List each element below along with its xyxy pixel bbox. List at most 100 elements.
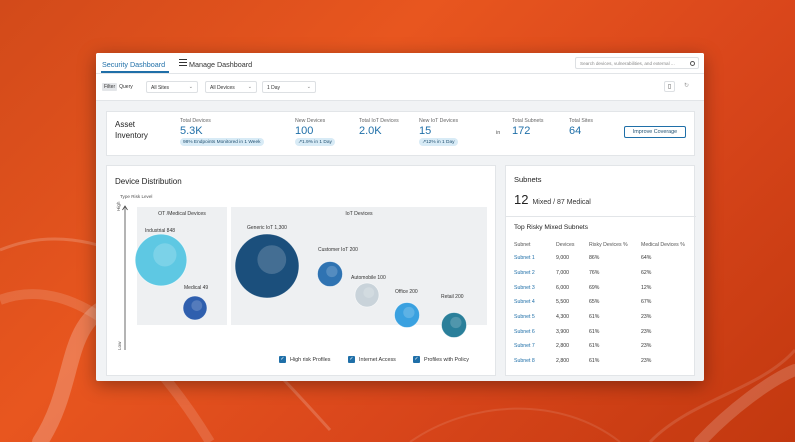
checkbox-checked-icon[interactable]: ✓ xyxy=(279,356,286,363)
table-cell: 62% xyxy=(641,270,652,277)
checkbox-checked-icon[interactable]: ✓ xyxy=(348,356,355,363)
subnets-title: Subnets xyxy=(514,175,542,184)
bubble-label: Office 200 xyxy=(395,289,418,295)
new-iot-trend-badge: ↗12% in 1 Day xyxy=(419,138,458,146)
table-cell: 65% xyxy=(589,299,600,306)
sites-dropdown-value: All Sites xyxy=(151,85,170,91)
table-cell: 61% xyxy=(589,358,600,365)
checkbox-checked-icon[interactable]: ✓ xyxy=(413,356,420,363)
devices-dropdown[interactable]: All Devices ⌄ xyxy=(205,81,257,93)
table-cell: 7,000 xyxy=(556,270,569,277)
table-cell: 2,800 xyxy=(556,358,569,365)
subnet-breakdown: Mixed / 87 Medical xyxy=(532,199,591,206)
column-header: Devices xyxy=(556,241,575,248)
bubble-label: Retail 200 xyxy=(441,294,464,300)
sites-dropdown[interactable]: All Sites ⌄ xyxy=(146,81,198,93)
table-row[interactable]: Subnet 8 2,800 61% 23% xyxy=(514,354,694,369)
bubble-label: Automobile 100 xyxy=(351,275,386,281)
total-subnets-value: 172 xyxy=(512,125,531,137)
subnets-card: Subnets 12 Mixed / 87 Medical Top Risky … xyxy=(505,165,696,376)
total-iot-label: Total IoT Devices xyxy=(359,118,399,124)
table-row[interactable]: Subnet 3 6,000 69% 12% xyxy=(514,280,694,295)
endpoints-monitored-badge: 98% Endpoints Monitored in 1 Week xyxy=(180,138,264,146)
total-subnets-stat: Total Subnets 172 xyxy=(512,118,543,137)
table-cell: 9,000 xyxy=(556,255,569,262)
active-tab-indicator xyxy=(101,71,169,73)
total-devices-label: Total Devices xyxy=(180,118,211,124)
query-toggle[interactable]: Query xyxy=(119,84,133,90)
table-cell: 23% xyxy=(641,343,652,350)
bubble-label: Medical 49 xyxy=(184,285,208,291)
bubble xyxy=(354,282,380,308)
table-row[interactable]: Subnet 2 7,000 76% 62% xyxy=(514,266,694,281)
bubble-highlight xyxy=(450,316,462,329)
subnet-link[interactable]: Subnet 5 xyxy=(514,314,535,321)
table-row[interactable]: Subnet 4 5,500 65% 67% xyxy=(514,295,694,310)
table-cell: 5,500 xyxy=(556,299,569,306)
table-row[interactable]: Subnet 5 4,300 61% 23% xyxy=(514,310,694,325)
group-label: OT /Medical Devices xyxy=(158,211,206,217)
chevron-down-icon: ⌄ xyxy=(306,84,311,90)
table-cell: 86% xyxy=(589,255,600,262)
subnet-link[interactable]: Subnet 6 xyxy=(514,328,535,335)
search-icon xyxy=(690,60,695,66)
subnet-link[interactable]: Subnet 3 xyxy=(514,284,535,291)
table-cell: 61% xyxy=(589,343,600,350)
filter-toggle[interactable]: Filter xyxy=(102,83,118,91)
table-row[interactable]: Subnet 1 9,000 86% 64% xyxy=(514,251,694,266)
legend-profiles-policy-label: Profiles with Policy xyxy=(424,356,469,363)
improve-coverage-button[interactable]: Improve Coverage xyxy=(624,126,686,138)
subnets-table: Subnet Devices Risky Devices % Medical D… xyxy=(514,238,694,369)
table-cell: 61% xyxy=(589,314,600,321)
filter-query-toggle[interactable]: Filter Query xyxy=(102,83,135,91)
subnet-link[interactable]: Subnet 4 xyxy=(514,299,535,306)
subnet-count: 12 Mixed / 87 Medical xyxy=(514,192,591,207)
table-cell: 61% xyxy=(589,328,600,335)
table-header-row: Subnet Devices Risky Devices % Medical D… xyxy=(514,238,694,251)
bubble-chart: OT /Medical Devices IoT Devices Industrial… xyxy=(134,207,487,338)
legend-high-risk-label: High risk Profiles xyxy=(290,356,331,363)
legend-high-risk[interactable]: ✓ High risk Profiles xyxy=(279,356,330,363)
total-devices-value: 5.3K xyxy=(180,125,203,137)
table-cell: 76% xyxy=(589,270,600,277)
table-row[interactable]: Subnet 6 3,900 61% 23% xyxy=(514,324,694,339)
table-cell: 69% xyxy=(589,284,600,291)
device-distribution-card: Device Distribution Type Risk Level High… xyxy=(106,165,496,376)
new-devices-label: New Devices xyxy=(295,118,326,124)
total-devices-stat: Total Devices 5.3K 98% Endpoints Monitor… xyxy=(180,118,264,146)
total-iot-value: 2.0K xyxy=(359,125,382,137)
chevron-down-icon: ⌄ xyxy=(188,84,193,90)
bubble-highlight xyxy=(191,300,203,311)
subnet-link[interactable]: Subnet 2 xyxy=(514,270,535,277)
search-input[interactable]: Search devices, vulnerabilities, and ext… xyxy=(575,57,699,69)
table-cell: 6,000 xyxy=(556,284,569,291)
refresh-icon[interactable]: ↻ xyxy=(681,81,692,92)
new-devices-trend-badge: ↗1.9% in 1 Day xyxy=(295,138,335,146)
y-axis-title: Type Risk Level xyxy=(120,194,153,199)
bookmark-icon[interactable]: ▯ xyxy=(664,81,675,92)
subnet-link[interactable]: Subnet 7 xyxy=(514,343,535,350)
subnet-link[interactable]: Subnet 8 xyxy=(514,358,535,365)
tab-security-dashboard[interactable]: Security Dashboard xyxy=(102,60,166,69)
asset-inventory-card: Asset Inventory Total Devices 5.3K 98% E… xyxy=(106,111,695,156)
filter-bar: Filter Query All Sites ⌄ All Devices ⌄ 1… xyxy=(96,74,704,101)
total-sites-value: 64 xyxy=(569,125,582,137)
in-label: in xyxy=(496,130,501,136)
bubble-highlight xyxy=(363,287,375,298)
table-cell: 67% xyxy=(641,299,652,306)
bubble xyxy=(134,233,188,287)
column-header: Medical Devices % xyxy=(641,241,685,248)
y-axis-arrow xyxy=(122,205,128,350)
hamburger-menu-icon[interactable] xyxy=(179,59,187,67)
tab-manage-dashboard[interactable]: Manage Dashboard xyxy=(189,60,253,69)
table-cell: 23% xyxy=(641,328,652,335)
bubble-highlight xyxy=(257,245,287,274)
subnet-link[interactable]: Subnet 1 xyxy=(514,255,535,262)
bubble-highlight xyxy=(326,265,338,278)
legend-internet-access[interactable]: ✓ Internet Access xyxy=(348,356,396,363)
group-label: IoT Devices xyxy=(345,211,373,217)
column-header: Subnet xyxy=(514,241,531,248)
legend-profiles-policy[interactable]: ✓ Profiles with Policy xyxy=(413,356,469,363)
time-range-dropdown[interactable]: 1 Day ⌄ xyxy=(262,81,316,93)
table-row[interactable]: Subnet 7 2,800 61% 23% xyxy=(514,339,694,354)
